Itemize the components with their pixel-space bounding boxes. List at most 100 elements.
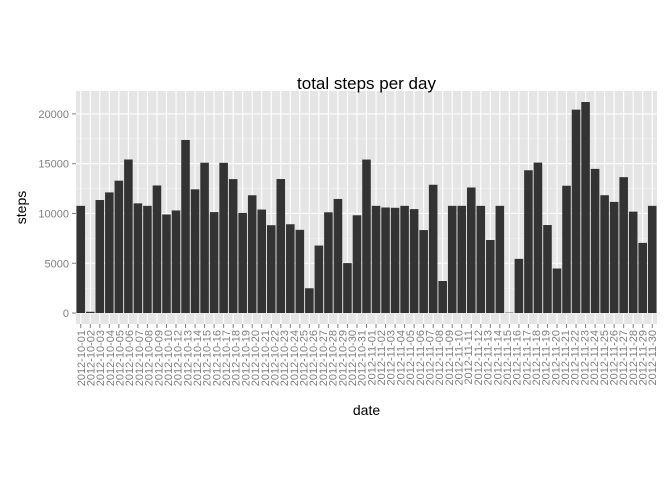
bar [476, 205, 486, 314]
x-tick-label: 2012-11-21 [560, 330, 572, 385]
bar [305, 288, 314, 314]
x-tick-label: 2012-10-04 [105, 330, 117, 386]
x-tick-label: 2012-11-28 [628, 330, 640, 385]
bar [114, 180, 124, 314]
bar [209, 212, 219, 314]
bar [181, 139, 190, 314]
x-tick-label: 2012-11-03 [386, 330, 398, 385]
bar [390, 207, 400, 314]
bar [400, 205, 409, 314]
bar [514, 258, 524, 314]
x-tick-label: 2012-11-12 [473, 330, 485, 385]
x-tick-label: 2012-11-23 [579, 330, 591, 385]
x-tick-label: 2012-11-17 [521, 330, 533, 385]
x-tick-label: 2012-11-08 [434, 330, 446, 385]
bar [638, 242, 647, 314]
bar [619, 177, 628, 314]
y-axis-title: steps [13, 191, 29, 224]
x-tick-label: 2012-10-24 [289, 330, 301, 386]
x-tick-label: 2012-10-17 [221, 330, 233, 386]
x-tick-label: 2012-10-31 [357, 330, 369, 386]
x-tick-label: 2012-11-22 [570, 330, 582, 385]
x-tick-label: 2012-10-29 [337, 330, 349, 386]
x-tick-label: 2012-11-04 [395, 330, 407, 385]
x-tick-label: 2012-10-07 [134, 330, 146, 386]
x-tick-label: 2012-10-14 [192, 330, 204, 386]
chart-title: total steps per day [297, 74, 436, 93]
x-tick-label: 2012-10-06 [124, 330, 136, 386]
bar [543, 225, 552, 314]
bar [343, 263, 352, 314]
x-tick-label: 2012-10-08 [144, 330, 156, 386]
x-tick-label: 2012-11-14 [492, 330, 504, 385]
bar [324, 212, 333, 314]
x-tick-label: 2012-10-21 [260, 330, 272, 386]
x-tick-label: 2012-10-16 [211, 330, 223, 386]
bar [162, 214, 171, 314]
x-tick-label: 2012-10-25 [299, 330, 311, 386]
x-tick-label: 2012-10-01 [76, 330, 88, 386]
x-tick-label: 2012-10-30 [347, 330, 359, 386]
bar [419, 230, 428, 314]
bar [457, 205, 467, 314]
bar [152, 185, 162, 314]
bar [466, 187, 476, 314]
x-tick-label: 2012-10-26 [308, 330, 320, 386]
x-tick-label: 2012-11-19 [541, 330, 553, 385]
bar [228, 179, 238, 314]
x-tick-label: 2012-11-20 [550, 330, 562, 385]
x-tick-label: 2012-11-26 [608, 330, 620, 385]
y-tick-label: 0 [63, 308, 69, 320]
x-tick-label: 2012-10-27 [318, 330, 330, 386]
x-tick-label: 2012-11-11 [463, 330, 475, 385]
bar [371, 205, 381, 314]
bar [190, 189, 200, 314]
bar [495, 205, 505, 314]
bar [333, 198, 343, 314]
x-tick-label: 2012-10-28 [328, 330, 340, 386]
bar [562, 185, 571, 314]
x-tick-label: 2012-11-06 [415, 330, 427, 385]
bar [247, 195, 257, 314]
bar [533, 162, 543, 314]
bar [352, 215, 362, 314]
bar [486, 240, 495, 314]
bar [362, 159, 371, 314]
x-tick-label: 2012-10-19 [240, 330, 252, 386]
bar [286, 224, 295, 314]
x-tick-label: 2012-10-09 [153, 330, 165, 386]
bar [295, 229, 305, 314]
bar [133, 203, 143, 314]
bar [266, 225, 276, 314]
bar [86, 311, 95, 314]
x-tick-label: 2012-11-05 [405, 330, 417, 385]
x-tick-label: 2012-11-27 [618, 330, 630, 385]
x-tick-label: 2012-11-16 [512, 330, 524, 385]
x-tick-label: 2012-10-23 [279, 330, 291, 386]
x-tick-label: 2012-11-09 [444, 330, 456, 385]
x-tick-label: 2012-11-02 [376, 330, 388, 385]
x-tick-label: 2012-11-15 [502, 330, 514, 385]
y-tick-label: 15000 [38, 159, 69, 171]
bar [628, 211, 638, 314]
bar [276, 179, 286, 314]
y-axis: 0 5000 10000 15000 20000 [38, 109, 76, 320]
y-tick-label: 10000 [38, 208, 69, 220]
x-tick-label: 2012-11-18 [531, 330, 543, 385]
x-tick-label: 2012-10-22 [269, 330, 281, 386]
x-axis-title: date [353, 402, 380, 418]
x-tick-label: 2012-10-15 [202, 330, 214, 386]
y-tick-label: 5000 [45, 258, 69, 270]
bar [171, 210, 181, 314]
bar [447, 205, 457, 314]
x-tick-label: 2012-11-29 [638, 330, 650, 385]
bar [200, 162, 209, 314]
x-tick-label: 2012-11-24 [589, 330, 601, 385]
bar [238, 212, 247, 314]
x-tick-label: 2012-10-18 [231, 330, 243, 386]
bar [381, 207, 390, 314]
bar [143, 205, 152, 314]
x-tick-label: 2012-10-12 [173, 330, 185, 386]
